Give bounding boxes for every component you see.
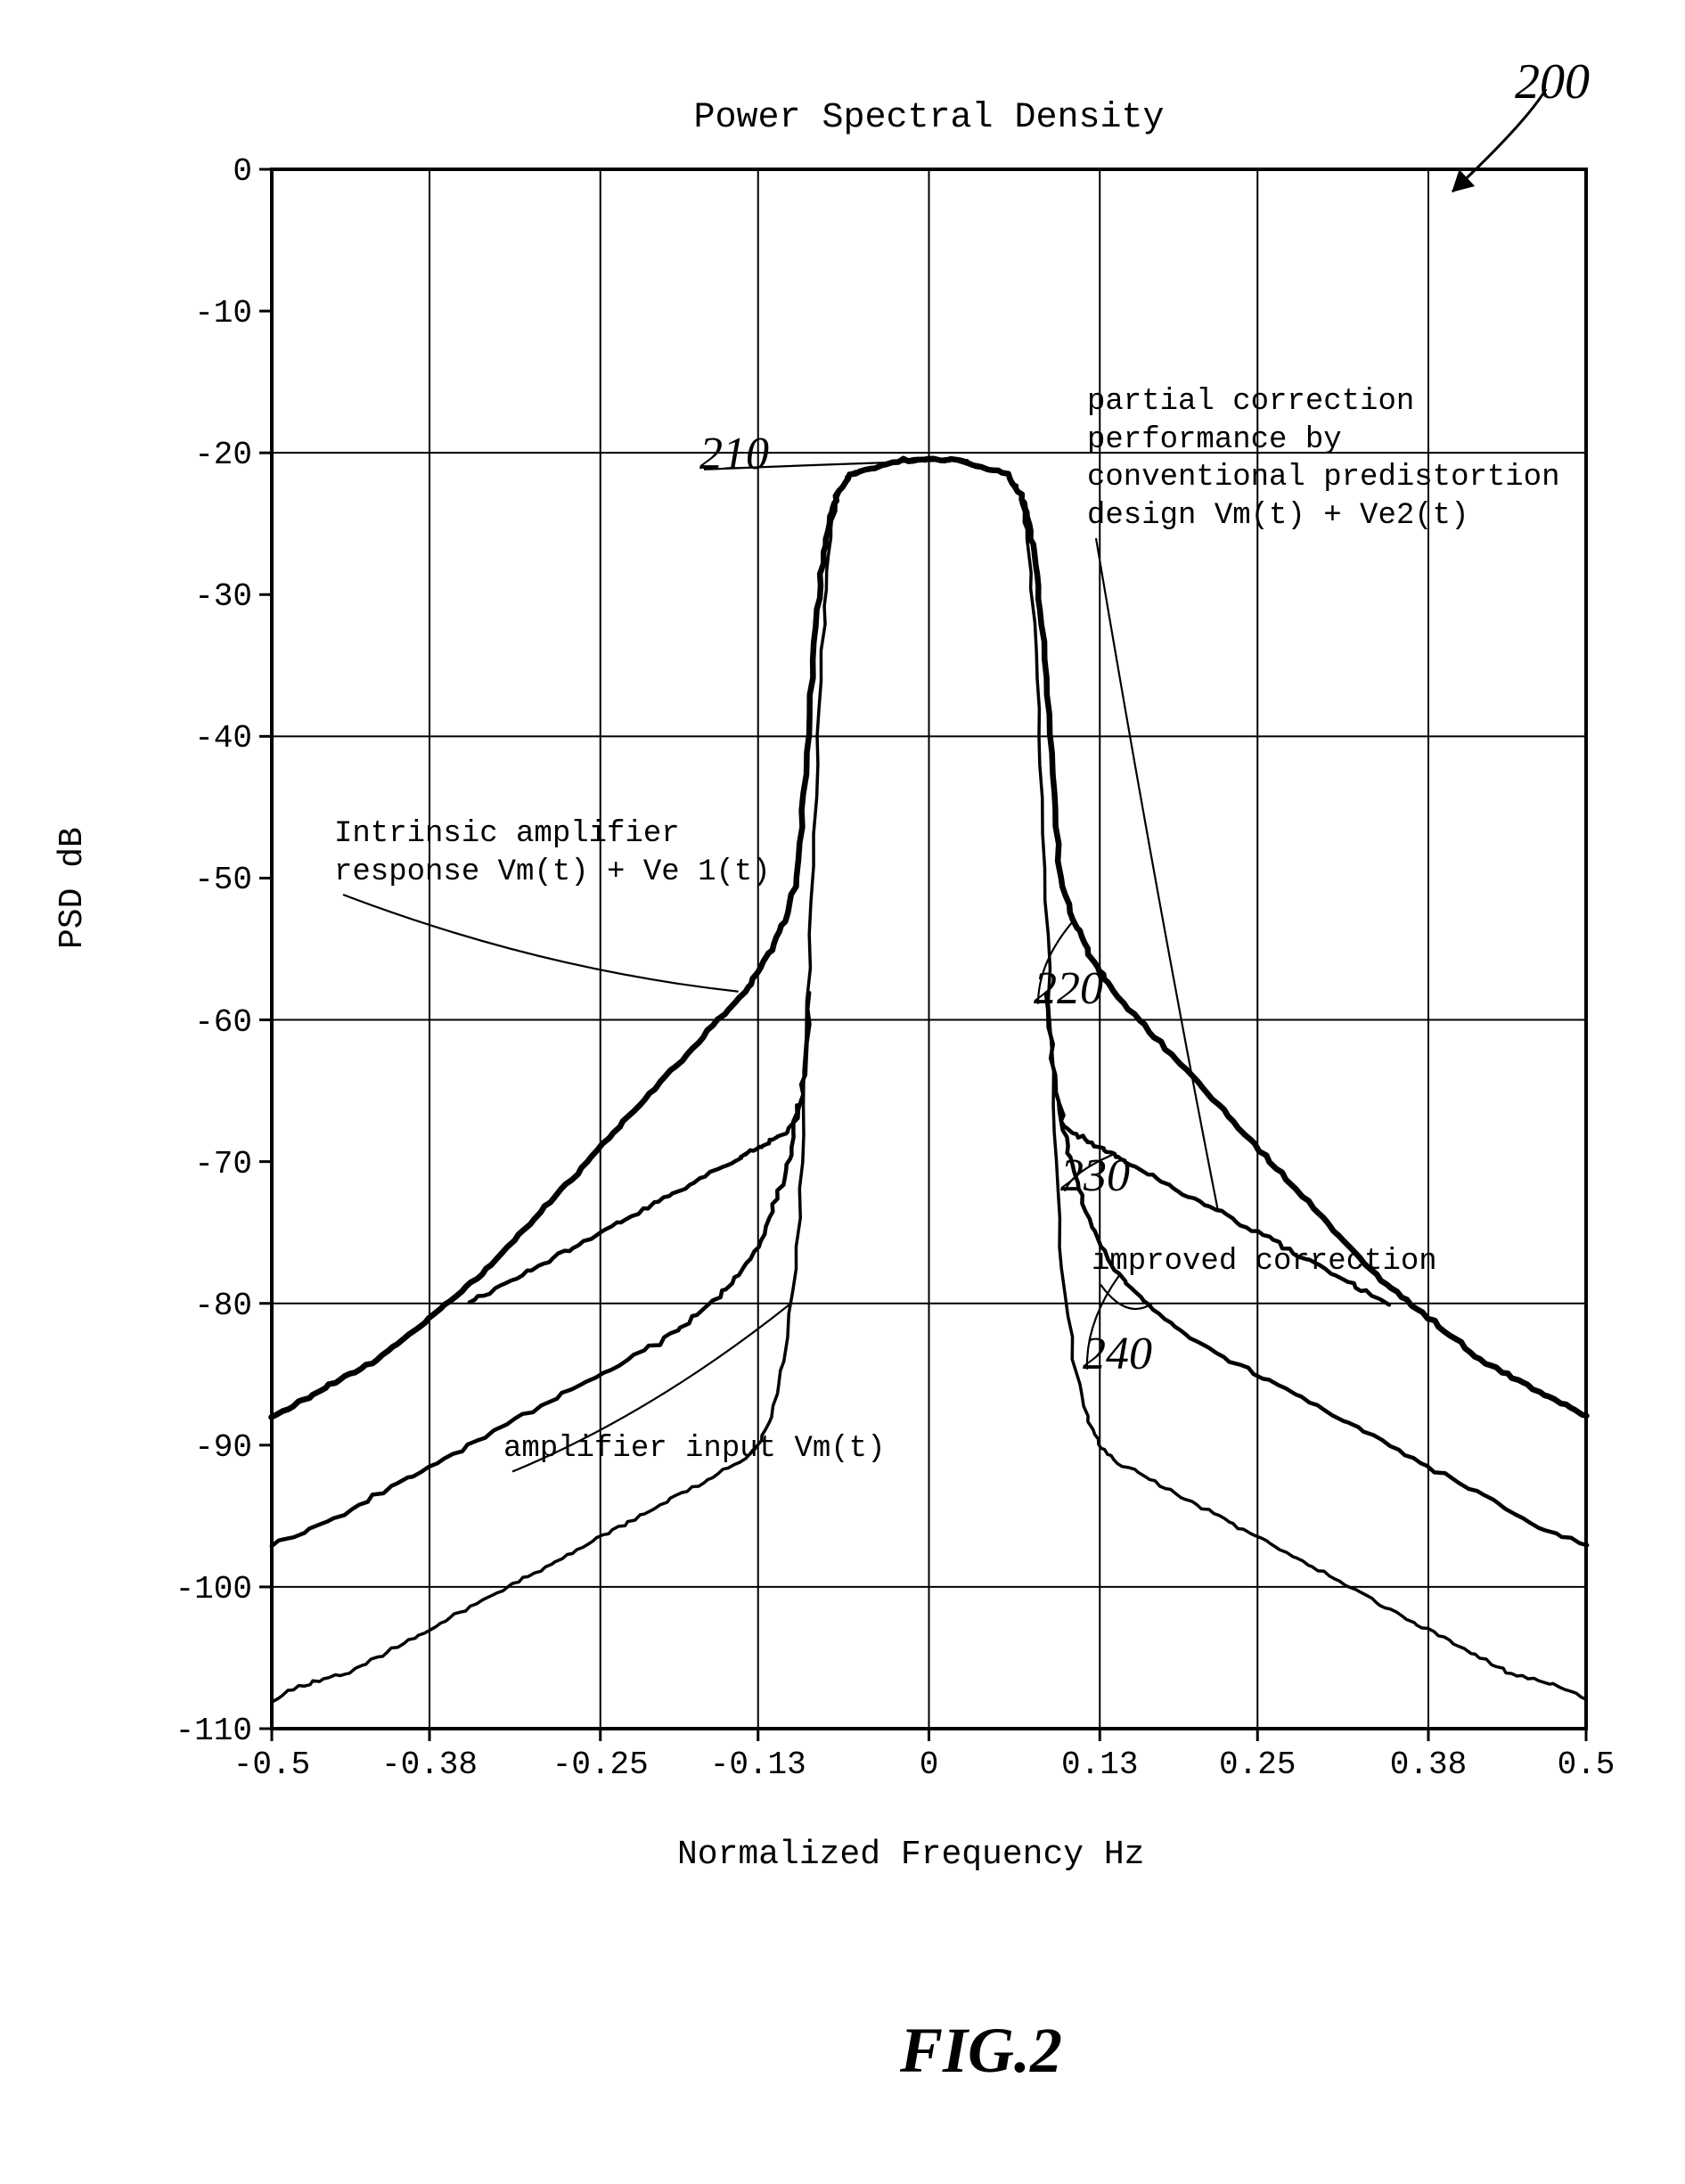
x-tick-label: 0 <box>880 1746 978 1783</box>
annotation-intrinsic-label: Intrinsic amplifier response Vm(t) + Ve … <box>334 815 771 891</box>
annotation-input-label: amplifier input Vm(t) <box>503 1430 885 1468</box>
x-tick-label: -0.13 <box>709 1746 807 1783</box>
y-tick-label: -50 <box>194 862 252 898</box>
y-tick-label: -20 <box>194 437 252 473</box>
x-tick-label: -0.5 <box>223 1746 321 1783</box>
annotation-improved-label: improved correction <box>1092 1243 1437 1281</box>
y-tick-label: -100 <box>176 1571 252 1607</box>
x-tick-label: -0.38 <box>380 1746 479 1783</box>
x-tick-label: 0.5 <box>1537 1746 1635 1783</box>
x-tick-label: 0.25 <box>1208 1746 1306 1783</box>
callout-210: 210 <box>699 428 769 480</box>
y-tick-label: 0 <box>233 153 252 190</box>
y-tick-label: -30 <box>194 578 252 615</box>
y-tick-label: -40 <box>194 720 252 757</box>
y-tick-label: -70 <box>194 1146 252 1182</box>
x-tick-label: 0.13 <box>1051 1746 1149 1783</box>
callout-220: 220 <box>1034 962 1103 1015</box>
x-tick-label: -0.25 <box>552 1746 650 1783</box>
y-tick-label: -110 <box>176 1713 252 1749</box>
callout-230: 230 <box>1060 1149 1130 1202</box>
y-tick-label: -10 <box>194 295 252 331</box>
page: Power Spectral Density PSD dB Normalized… <box>0 0 1685 2184</box>
callout-240: 240 <box>1083 1328 1152 1380</box>
plot-svg <box>0 0 1685 2184</box>
annotation-partial-label: partial correction performance by conven… <box>1087 383 1560 535</box>
y-tick-label: -80 <box>194 1288 252 1324</box>
y-tick-label: -90 <box>194 1429 252 1466</box>
y-tick-label: -60 <box>194 1004 252 1041</box>
x-tick-label: 0.38 <box>1379 1746 1477 1783</box>
